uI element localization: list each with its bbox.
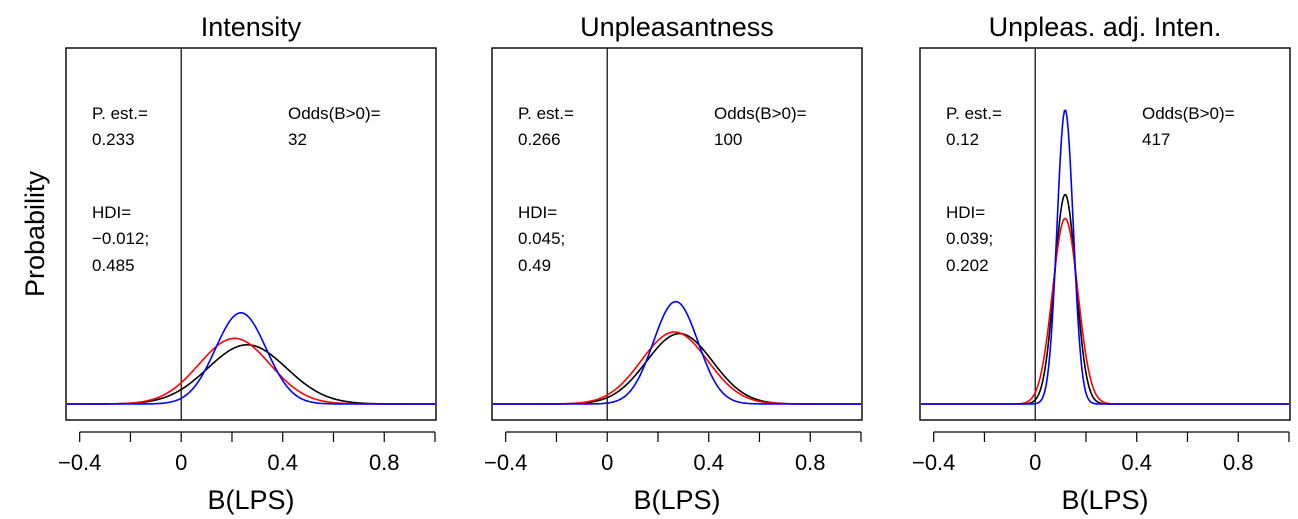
pest-value: 0.266 xyxy=(518,130,561,149)
x-axis-label: B(LPS) xyxy=(633,485,720,515)
x-axis-label: B(LPS) xyxy=(207,485,294,515)
density-curve-2 xyxy=(67,337,435,405)
odds-label: Odds(B>0)= xyxy=(288,104,381,123)
hdi-label: HDI= xyxy=(518,203,557,222)
x-tick-label: 0 xyxy=(175,450,187,475)
odds-value: 32 xyxy=(288,130,307,149)
odds-value: 100 xyxy=(714,130,742,149)
panel-title: Intensity xyxy=(201,12,302,42)
x-axis-label: B(LPS) xyxy=(1061,485,1148,515)
x-tick-label: 0.8 xyxy=(369,450,400,475)
hdi-label: HDI= xyxy=(946,203,985,222)
hdi-high: 0.202 xyxy=(946,256,989,275)
hdi-low: −0.012; xyxy=(92,229,149,248)
odds-label: Odds(B>0)= xyxy=(714,104,807,123)
x-tick-label: −0.4 xyxy=(58,450,101,475)
x-tick-label: 0 xyxy=(601,450,613,475)
odds-value: 417 xyxy=(1142,130,1170,149)
x-tick-label: 0.4 xyxy=(693,450,724,475)
x-tick-label: −0.4 xyxy=(912,450,955,475)
x-tick-label: 0.4 xyxy=(1121,450,1152,475)
hdi-low: 0.039; xyxy=(946,229,993,248)
pest-label: P. est.= xyxy=(518,104,574,123)
x-tick-label: 0.8 xyxy=(795,450,826,475)
y-axis-label: Probability xyxy=(20,170,50,297)
plot-frame xyxy=(919,47,1291,421)
odds-label: Odds(B>0)= xyxy=(1142,104,1235,123)
density-curve-1 xyxy=(921,193,1289,405)
panel-title: Unpleas. adj. Inten. xyxy=(989,12,1222,42)
hdi-label: HDI= xyxy=(92,203,131,222)
pest-label: P. est.= xyxy=(946,104,1002,123)
panel-title: Unpleasantness xyxy=(580,12,774,42)
panel-3: Unpleas. adj. Inten. −0.4 0 0.4 0.8 B(LPS) P. … xyxy=(912,12,1291,515)
x-tick-label: −0.4 xyxy=(484,450,527,475)
hdi-high: 0.49 xyxy=(518,256,551,275)
hdi-low: 0.045; xyxy=(518,229,565,248)
density-curve-1 xyxy=(67,344,435,405)
x-tick-label: 0 xyxy=(1029,450,1041,475)
plot-frame xyxy=(65,47,437,421)
density-curve-1 xyxy=(493,332,861,405)
density-curve-3 xyxy=(493,300,861,405)
pest-value: 0.233 xyxy=(92,130,135,149)
plot-frame xyxy=(491,47,863,421)
density-curve-3 xyxy=(67,312,435,405)
x-tick-label: 0.4 xyxy=(267,450,298,475)
panel-2: Unpleasantness −0.4 0 0.4 0.8 B(LPS) P. est.= 0… xyxy=(484,12,863,515)
pest-value: 0.12 xyxy=(946,130,979,149)
x-tick-label: 0.8 xyxy=(1223,450,1254,475)
panel-1: Intensity −0.4 0 0.4 0.8 B(LPS) Probability P. … xyxy=(20,12,437,515)
hdi-high: 0.485 xyxy=(92,256,135,275)
density-curve-3 xyxy=(921,109,1289,405)
pest-label: P. est.= xyxy=(92,104,148,123)
density-curve-2 xyxy=(493,331,861,405)
